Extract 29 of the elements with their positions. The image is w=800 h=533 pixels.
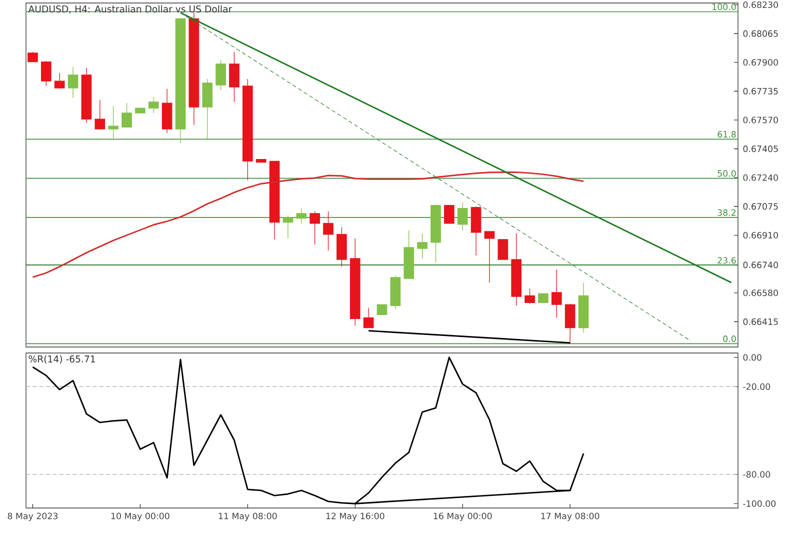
chart-title: %R(14) -65.71 (28, 355, 95, 364)
y-tick-label: -80.00 (743, 471, 770, 478)
y-tick-label: -20.00 (743, 383, 770, 390)
y-tick-label: 0.68065 (743, 30, 778, 37)
y-tick-label: -100.00 (743, 500, 776, 507)
y-tick-label: 0.00 (743, 354, 762, 361)
x-tick-label: 8 May 2023 (8, 512, 58, 521)
y-tick-label: 0.66580 (743, 290, 778, 296)
y-tick-label: 0.67570 (743, 116, 778, 124)
annotation: 23.6 (718, 257, 736, 264)
y-tick-label: 0.67075 (743, 203, 778, 210)
y-tick-label: 0.67240 (743, 174, 778, 181)
y-tick-label: 0.67900 (743, 59, 778, 66)
y-tick-label: 0.66415 (743, 318, 778, 325)
y-tick-label: 0.68230 (743, 1, 778, 8)
x-tick-label: 17 May 08:00 (541, 512, 600, 521)
annotation: 0.0 (723, 336, 736, 342)
x-tick-label: 11 May 08:00 (218, 512, 277, 521)
annotation: 61.8 (718, 131, 736, 138)
y-tick-label: 0.66740 (743, 262, 778, 268)
x-tick-label: 16 May 00:00 (434, 512, 492, 521)
y-tick-label: 0.67735 (743, 88, 778, 94)
annotation: 100.0 (712, 4, 736, 10)
x-tick-label: 12 May 16:00 (326, 512, 384, 521)
annotation: 38.2 (718, 209, 736, 216)
x-tick-label: 10 May 00:00 (111, 512, 170, 521)
annotation: 50.0 (718, 170, 736, 177)
y-tick-label: 0.66910 (743, 232, 778, 239)
y-tick-label: 0.67405 (743, 146, 778, 152)
